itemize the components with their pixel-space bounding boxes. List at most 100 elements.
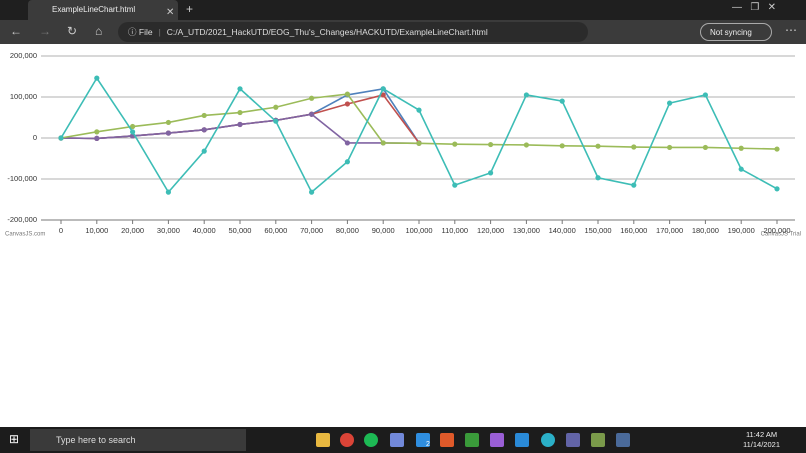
x-tick-label: 30,000 — [157, 226, 180, 235]
x-tick-label: 10,000 — [85, 226, 108, 235]
refresh[interactable]: ↻ — [67, 24, 78, 38]
y-tick-label: 200,000 — [10, 51, 37, 60]
point — [738, 145, 744, 151]
app-icon[interactable] — [541, 433, 555, 447]
address-prefix: File — [138, 27, 153, 37]
point — [201, 148, 207, 154]
app-icon[interactable] — [364, 433, 378, 447]
time: 11:42 AM — [745, 430, 778, 439]
point — [309, 111, 315, 117]
point — [631, 182, 637, 188]
point — [130, 129, 136, 135]
point — [165, 119, 171, 126]
point — [201, 127, 207, 133]
tab-close[interactable]: ✕ — [166, 7, 175, 18]
app-icon[interactable] — [591, 433, 605, 447]
point — [416, 140, 422, 146]
x-tick-label: 200,000 — [763, 226, 790, 235]
point — [523, 92, 530, 98]
x-tick-label: 90,000 — [372, 226, 395, 235]
x-tick-label: 140,000 — [549, 226, 576, 235]
x-tick-label: 110,000 — [442, 226, 469, 235]
point — [130, 123, 136, 130]
home[interactable]: ⌂ — [95, 24, 103, 38]
point — [165, 130, 171, 136]
app-icon[interactable] — [440, 433, 454, 447]
tab-bar: ExampleLineChart.html ✕ + — ❐ ✕ — [0, 0, 806, 20]
x-tick-label: 120,000 — [477, 226, 504, 235]
forward[interactable]: → — [39, 24, 51, 38]
point — [94, 129, 100, 135]
x-tick-label: 40,000 — [193, 226, 216, 235]
x-tick-label: 60,000 — [264, 226, 287, 235]
x-tick-label: 170,000 — [656, 226, 683, 235]
window-controls[interactable]: — ❐ ✕ — [732, 2, 777, 13]
watermark: CanvasJS.com — [5, 232, 45, 238]
app-icon[interactable] — [465, 433, 479, 447]
app-icon[interactable] — [616, 433, 630, 447]
x-tick-label: 0 — [59, 226, 63, 235]
search-placeholder: Type here to search — [56, 435, 136, 445]
point — [667, 144, 673, 151]
menu[interactable]: ⋯ — [785, 23, 797, 37]
search-box[interactable]: Type here to search — [30, 429, 246, 451]
point — [380, 140, 386, 146]
badge: 2 — [426, 441, 430, 448]
point — [702, 92, 709, 98]
point — [58, 135, 64, 141]
point — [488, 170, 494, 176]
address-bar[interactable]: ⓘ File | C:/A_UTD/2021_HackUTD/EOG_Thu's_C… — [118, 22, 588, 42]
point — [380, 92, 386, 98]
point — [774, 186, 780, 192]
chart: CanvasJS.com CanvasJS Trial -200,000 -100… — [5, 51, 801, 238]
app-icon[interactable] — [390, 433, 404, 447]
point — [631, 144, 637, 150]
point — [344, 101, 350, 107]
point — [595, 175, 601, 181]
app-icon[interactable] — [416, 433, 430, 447]
back[interactable]: ← — [10, 24, 22, 38]
point — [237, 86, 243, 92]
point — [559, 98, 565, 104]
point — [165, 189, 171, 195]
point — [344, 159, 350, 165]
point — [452, 182, 458, 188]
new-tab[interactable]: + — [186, 2, 194, 16]
point — [523, 142, 530, 148]
point — [309, 189, 315, 195]
clock[interactable]: 11:42 AM 11/14/2021 — [743, 430, 780, 450]
sync-status: Not syncing — [710, 28, 752, 37]
tab[interactable]: ExampleLineChart.html ✕ — [28, 0, 178, 20]
point — [774, 146, 780, 152]
point — [237, 121, 243, 128]
point — [738, 166, 744, 172]
y-tick-label: -100,000 — [7, 174, 37, 183]
x-tick-label: 80,000 — [336, 226, 359, 235]
y-tick-label: -200,000 — [7, 215, 37, 224]
point — [702, 144, 709, 151]
point — [344, 91, 350, 97]
watermark: CanvasJS Trial — [761, 232, 801, 238]
taskbar: ⊞ Type here to search 2 11:42 AM 11/14/20… — [0, 427, 806, 453]
x-tick-label: 180,000 — [692, 226, 719, 235]
x-tick-label: 50,000 — [229, 226, 252, 235]
sync-button[interactable]: Not syncing — [700, 23, 772, 41]
y-tick-label: 0 — [33, 133, 37, 142]
app-icon[interactable] — [566, 433, 580, 447]
app-icon[interactable] — [515, 433, 529, 447]
point — [94, 135, 100, 142]
app-icon[interactable] — [316, 433, 330, 447]
app-icon[interactable] — [340, 433, 354, 447]
point — [667, 100, 673, 106]
point — [488, 141, 494, 148]
tab-title: ExampleLineChart.html — [52, 5, 136, 14]
app-icon[interactable] — [490, 433, 504, 447]
toolbar: ← → ↻ ⌂ ⓘ File | C:/A_UTD/2021_HackUTD/EOG… — [0, 20, 806, 44]
start-button[interactable]: ⊞ — [9, 432, 20, 446]
point — [273, 118, 279, 124]
x-tick-label: 190,000 — [728, 226, 755, 235]
point — [344, 140, 350, 146]
point — [309, 95, 315, 101]
point — [380, 86, 386, 92]
